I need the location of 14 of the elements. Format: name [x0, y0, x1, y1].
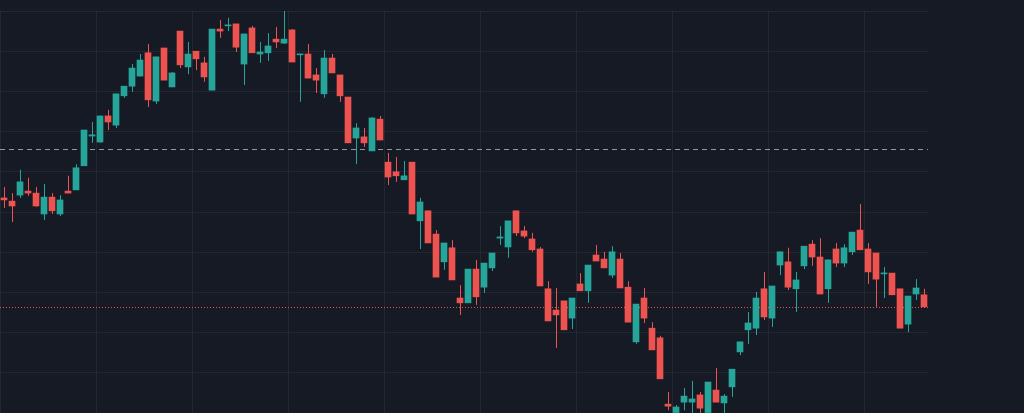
- candlestick: [72, 163, 80, 191]
- candlestick: [888, 272, 896, 296]
- candlestick: [88, 121, 96, 144]
- candlestick: [840, 243, 848, 268]
- candlestick: [400, 160, 408, 181]
- candlestick: [512, 210, 520, 237]
- candlestick: [776, 251, 784, 276]
- candlestick: [696, 391, 704, 413]
- candlestick: [296, 53, 304, 103]
- candlestick: [392, 156, 400, 183]
- candlestick: [128, 63, 136, 93]
- candlestick: [608, 245, 616, 279]
- candlestick: [232, 23, 240, 53]
- candlestick: [360, 127, 368, 148]
